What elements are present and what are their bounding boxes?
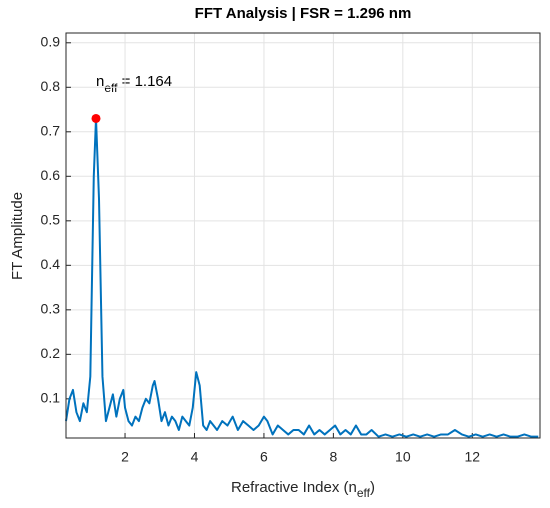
peak-marker — [91, 113, 101, 123]
x-label-sub: eff — [357, 486, 371, 500]
x-tick-label: 2 — [121, 449, 129, 465]
y-tick-label: 0.4 — [41, 256, 61, 272]
annotation-part: n — [96, 73, 104, 90]
plot-frame — [65, 32, 541, 439]
y-tick-label: 0.6 — [41, 167, 61, 183]
y-tick-label: 0.7 — [41, 123, 61, 139]
x-tick-label: 4 — [191, 449, 199, 465]
x-tick-label: 6 — [260, 449, 268, 465]
x-label-part: Refractive Index (n — [231, 479, 357, 496]
x-axis-label: Refractive Index (neff) — [231, 479, 375, 500]
y-tick-label: 0.1 — [41, 390, 61, 406]
y-tick-label: 0.9 — [41, 33, 61, 49]
y-tick-label: 0.8 — [41, 78, 61, 94]
x-tick-label: 10 — [395, 449, 411, 465]
chart-title: FFT Analysis | FSR = 1.296 nm — [195, 5, 412, 22]
y-tick-label: 0.5 — [41, 212, 61, 228]
series-line — [65, 117, 539, 438]
x-tick-label: 12 — [464, 449, 480, 465]
annotation-part: = 1.164 — [117, 73, 172, 90]
annotation: neff = 1.164 — [96, 73, 172, 95]
y-tick-label: 0.2 — [41, 345, 61, 361]
x-tick-label: 8 — [329, 449, 337, 465]
y-axis-label: FT Amplitude — [9, 192, 26, 280]
x-label-part: ) — [370, 479, 375, 496]
y-tick-label: 0.3 — [41, 301, 61, 317]
annotation-sub: eff — [104, 81, 118, 95]
